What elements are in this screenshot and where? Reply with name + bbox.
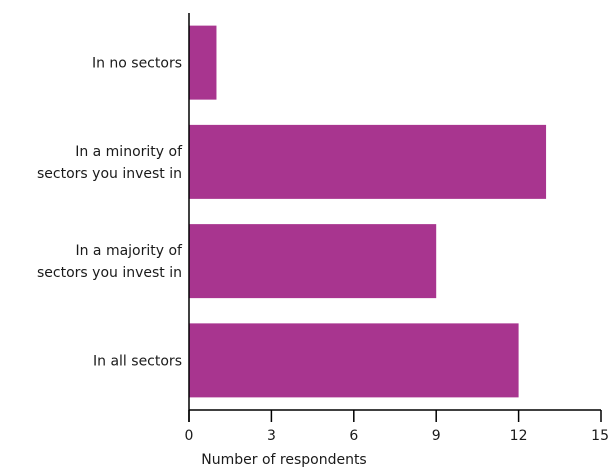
x-tick-label-3: 9 — [432, 428, 441, 444]
bar-0 — [189, 25, 217, 100]
x-tick-label-5: 15 — [591, 428, 609, 444]
category-label-2-0: In a majority of — [75, 243, 183, 259]
bar-2 — [189, 224, 437, 299]
bars-group — [189, 25, 547, 398]
bar-3 — [189, 323, 519, 398]
category-label-0-0: In no sectors — [92, 56, 182, 72]
category-label-1-0: In a minority of — [75, 144, 183, 160]
x-ticks-group: 0 3 6 9 12 15 — [185, 410, 609, 444]
axes-group — [188, 13, 601, 422]
bar-1 — [189, 124, 547, 199]
x-tick-label-2: 6 — [349, 428, 358, 444]
x-axis-title: Number of respondents — [201, 452, 366, 468]
category-label-1-1: sectors you invest in — [37, 166, 182, 182]
category-label-3-0: In all sectors — [93, 353, 182, 369]
x-tick-label-1: 3 — [267, 428, 276, 444]
x-tick-label-0: 0 — [185, 428, 194, 444]
x-tick-label-4: 12 — [510, 428, 528, 444]
category-labels-group: In no sectors In a minority of sectors you… — [37, 56, 183, 370]
category-label-2-1: sectors you invest in — [37, 265, 182, 281]
